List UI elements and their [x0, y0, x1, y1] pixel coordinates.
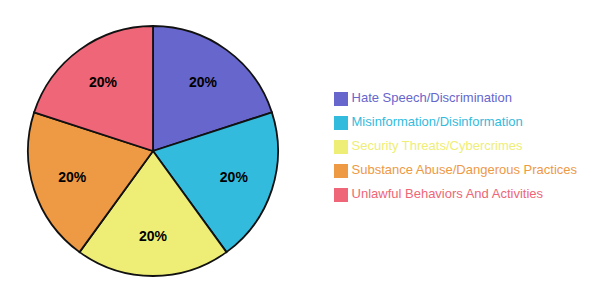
svg-text:20%: 20%	[89, 74, 118, 90]
svg-text:20%: 20%	[189, 74, 218, 90]
html-text:Substance Abuse/Dangerous Prac: Substance Abuse/Dangerous Practices	[351, 162, 577, 177]
svg-text:20%: 20%	[139, 228, 168, 244]
html-text:Misinformation/Disinformation: Misinformation/Disinformation	[351, 114, 523, 129]
html-text:Security Threats/Cybercrimes: Security Threats/Cybercrimes	[351, 138, 523, 153]
html-text:Hate Speech/Discrimination: Hate Speech/Discrimination	[351, 90, 512, 105]
svg-text:20%: 20%	[220, 169, 249, 185]
html-text:Unlawful Behaviors And Activit: Unlawful Behaviors And Activities	[351, 186, 543, 201]
svg-text:20%: 20%	[58, 169, 87, 185]
